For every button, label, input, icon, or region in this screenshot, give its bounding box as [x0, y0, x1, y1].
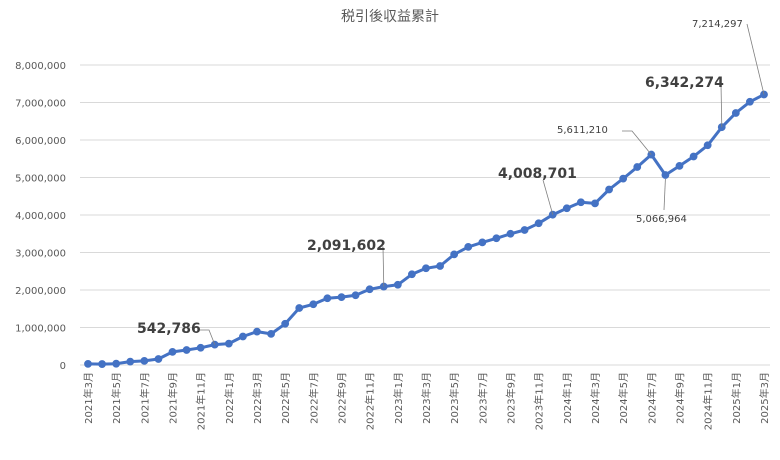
x-tick-label: 2024年3月 — [589, 372, 602, 424]
data-point — [239, 332, 247, 341]
data-point — [112, 359, 121, 368]
x-tick-label: 2023年11月 — [533, 372, 546, 430]
annotation-leader-line — [622, 130, 652, 155]
data-point — [295, 304, 304, 312]
y-tick-label: 3,000,000 — [15, 249, 66, 260]
x-tick-label: 2024年9月 — [674, 372, 687, 424]
data-point — [84, 359, 92, 368]
data-point — [224, 339, 233, 348]
x-tick-label: 2022年1月 — [223, 372, 236, 424]
y-tick-label: 6,000,000 — [15, 136, 66, 147]
data-label: 6,342,274 — [645, 75, 724, 91]
data-point — [661, 171, 670, 179]
data-point — [210, 340, 219, 349]
data-point — [337, 293, 346, 302]
y-tick-label: 2,000,000 — [15, 286, 66, 297]
data-annotations: 542,786 2,091,602 4,008,701 5,611,210 5,066,… — [137, 19, 765, 345]
data-point — [464, 242, 473, 251]
x-tick-label: 2021年5月 — [110, 372, 123, 424]
data-point — [182, 346, 191, 354]
x-tick-label: 2024年11月 — [702, 372, 715, 430]
data-point — [703, 141, 712, 150]
data-point — [746, 97, 754, 106]
y-tick-label: 7,000,000 — [15, 99, 66, 110]
x-tick-label: 2025年3月 — [758, 372, 771, 424]
data-point — [168, 347, 177, 356]
data-point — [605, 185, 613, 194]
data-point — [408, 270, 416, 279]
data-point — [506, 229, 515, 238]
data-point — [478, 238, 487, 247]
x-tick-label: 2023年3月 — [420, 372, 433, 424]
annotation-leader-line — [720, 83, 723, 128]
x-tick-label: 2022年5月 — [279, 372, 292, 424]
y-tick-label: 1,000,000 — [15, 324, 66, 335]
x-tick-label: 2021年7月 — [138, 372, 151, 424]
y-tick-label: 4,000,000 — [15, 211, 66, 222]
chart-title: 税引後収益累計 — [341, 9, 439, 25]
x-tick-label: 2024年7月 — [645, 372, 658, 424]
data-point — [281, 319, 290, 328]
data-label: 7,214,297 — [692, 19, 743, 30]
data-point — [422, 264, 430, 273]
annotation-leader-line — [746, 23, 765, 95]
y-tick-label: 5,000,000 — [15, 174, 66, 185]
x-tick-label: 2021年9月 — [167, 372, 180, 424]
gridlines — [80, 64, 770, 366]
annotation-leader-line — [382, 246, 385, 287]
x-tick-label: 2022年9月 — [336, 372, 349, 424]
annotation-leader-line — [663, 178, 666, 211]
data-point — [520, 226, 529, 234]
data-point — [577, 198, 585, 207]
x-tick-label: 2024年1月 — [561, 372, 574, 424]
data-point — [591, 199, 599, 208]
data-point — [393, 280, 402, 289]
x-tick-label: 2022年7月 — [307, 372, 320, 424]
data-point — [689, 152, 698, 161]
data-point — [562, 204, 571, 213]
data-point — [140, 356, 149, 365]
data-point — [323, 294, 332, 303]
data-point — [351, 291, 360, 300]
x-tick-label: 2025年1月 — [730, 372, 743, 424]
x-tick-label: 2021年11月 — [195, 372, 208, 430]
x-tick-label: 2024年5月 — [617, 372, 630, 424]
data-points — [84, 90, 768, 368]
data-label: 542,786 — [137, 321, 201, 337]
data-point — [267, 329, 275, 338]
data-point — [196, 343, 205, 352]
x-tick-label: 2021年3月 — [82, 372, 95, 424]
data-point — [154, 355, 163, 363]
y-tick-label: 8,000,000 — [15, 61, 66, 72]
data-point — [365, 285, 374, 294]
data-point — [675, 161, 684, 170]
x-tick-label: 2022年11月 — [364, 372, 377, 430]
x-tick-label: 2023年1月 — [392, 372, 405, 424]
data-point — [98, 360, 106, 368]
y-tick-label: 0 — [60, 361, 66, 372]
x-tick-label: 2023年5月 — [448, 372, 461, 424]
data-point — [619, 174, 628, 183]
data-point — [309, 300, 318, 309]
data-point — [492, 234, 501, 243]
data-point — [633, 163, 642, 171]
data-point — [126, 357, 135, 366]
annotation-leader-line — [200, 329, 216, 345]
data-label: 5,066,964 — [636, 214, 687, 225]
annotation-leader-line — [542, 179, 554, 215]
data-label: 2,091,602 — [307, 238, 386, 254]
x-axis-tick-labels: 2021年3月 2021年5月 2021年7月 2021年9月 2021年11月 2022… — [82, 372, 771, 430]
data-point — [253, 327, 261, 336]
x-tick-label: 2022年3月 — [251, 372, 264, 424]
data-point — [534, 219, 543, 228]
data-label: 4,008,701 — [498, 166, 577, 182]
data-point — [731, 109, 740, 117]
y-axis-tick-labels: 0 1,000,000 2,000,000 3,000,000 4,000,000 5,0… — [15, 61, 66, 372]
data-label: 5,611,210 — [557, 125, 608, 136]
x-tick-label: 2023年9月 — [505, 372, 518, 424]
x-tick-label: 2023年7月 — [476, 372, 489, 424]
data-point — [436, 262, 444, 270]
data-point — [450, 250, 459, 259]
